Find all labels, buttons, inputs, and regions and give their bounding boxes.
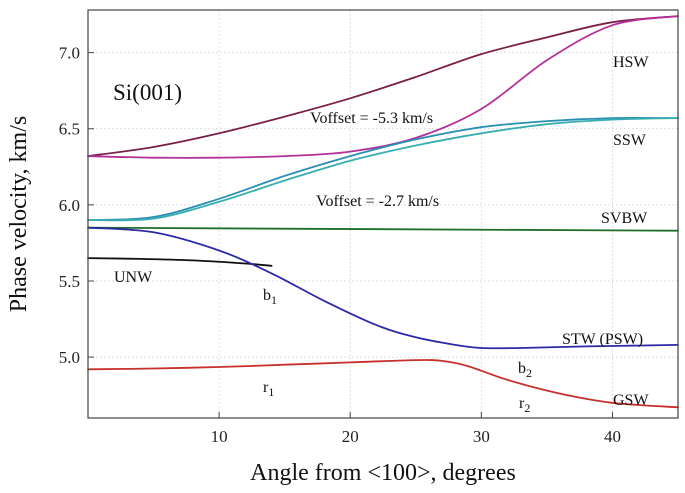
axis-ticks: 10 20 30 40 5.0 5.5 6.0 6.5 7.0 bbox=[59, 44, 621, 446]
x-tick-label: 10 bbox=[211, 427, 228, 446]
series-line-unw bbox=[87, 257, 273, 267]
series-line-stw-psw bbox=[87, 226, 679, 350]
y-tick-label: 5.0 bbox=[59, 348, 80, 367]
series-line-hsw-upper bbox=[87, 15, 679, 157]
b1-label: b1 bbox=[263, 287, 277, 307]
data-series bbox=[87, 15, 679, 409]
grid-lines bbox=[88, 10, 678, 418]
b2-label: b2 bbox=[518, 360, 532, 380]
y-tick-label: 6.0 bbox=[59, 196, 80, 215]
x-axis-title: Angle from <100>, degrees bbox=[250, 460, 516, 486]
y-tick-label: 6.5 bbox=[59, 120, 80, 139]
offset-label-ssw: Voffset = -2.7 km/s bbox=[316, 193, 439, 210]
gsw-label: GSW bbox=[613, 392, 649, 409]
r2-main: r bbox=[519, 395, 525, 412]
y-tick-label: 5.5 bbox=[59, 272, 80, 291]
r2-label: r2 bbox=[519, 395, 530, 415]
x-tick-label: 20 bbox=[342, 427, 359, 446]
series-line-ssw-lower bbox=[87, 117, 679, 222]
x-tick-label: 40 bbox=[604, 427, 621, 446]
stw-psw-label: STW (PSW) bbox=[562, 331, 643, 348]
series-line-ssw-upper bbox=[87, 116, 679, 221]
b2-subscript: 2 bbox=[526, 366, 532, 380]
b1-subscript: 1 bbox=[271, 293, 277, 307]
r1-main: r bbox=[263, 379, 269, 396]
offset-label-hsw: Voffset = -5.3 km/s bbox=[310, 110, 433, 127]
sample-label: Si(001) bbox=[113, 80, 182, 105]
unw-label: UNW bbox=[114, 269, 153, 286]
r1-subscript: 1 bbox=[268, 385, 274, 399]
r1-label: r1 bbox=[263, 379, 274, 399]
series-line-gsw bbox=[87, 359, 679, 409]
series-line-svbw bbox=[87, 226, 679, 232]
ssw-label: SSW bbox=[613, 132, 647, 149]
svbw-label: SVBW bbox=[601, 210, 648, 227]
r2-subscript: 2 bbox=[524, 401, 530, 415]
b2-main: b bbox=[518, 360, 526, 377]
y-tick-label: 7.0 bbox=[59, 44, 80, 63]
b1-main: b bbox=[263, 287, 271, 304]
plot-frame bbox=[87, 9, 679, 419]
hsw-label: HSW bbox=[613, 54, 649, 71]
x-tick-label: 30 bbox=[473, 427, 490, 446]
y-axis-title: Phase velocity, km/s bbox=[6, 116, 32, 312]
